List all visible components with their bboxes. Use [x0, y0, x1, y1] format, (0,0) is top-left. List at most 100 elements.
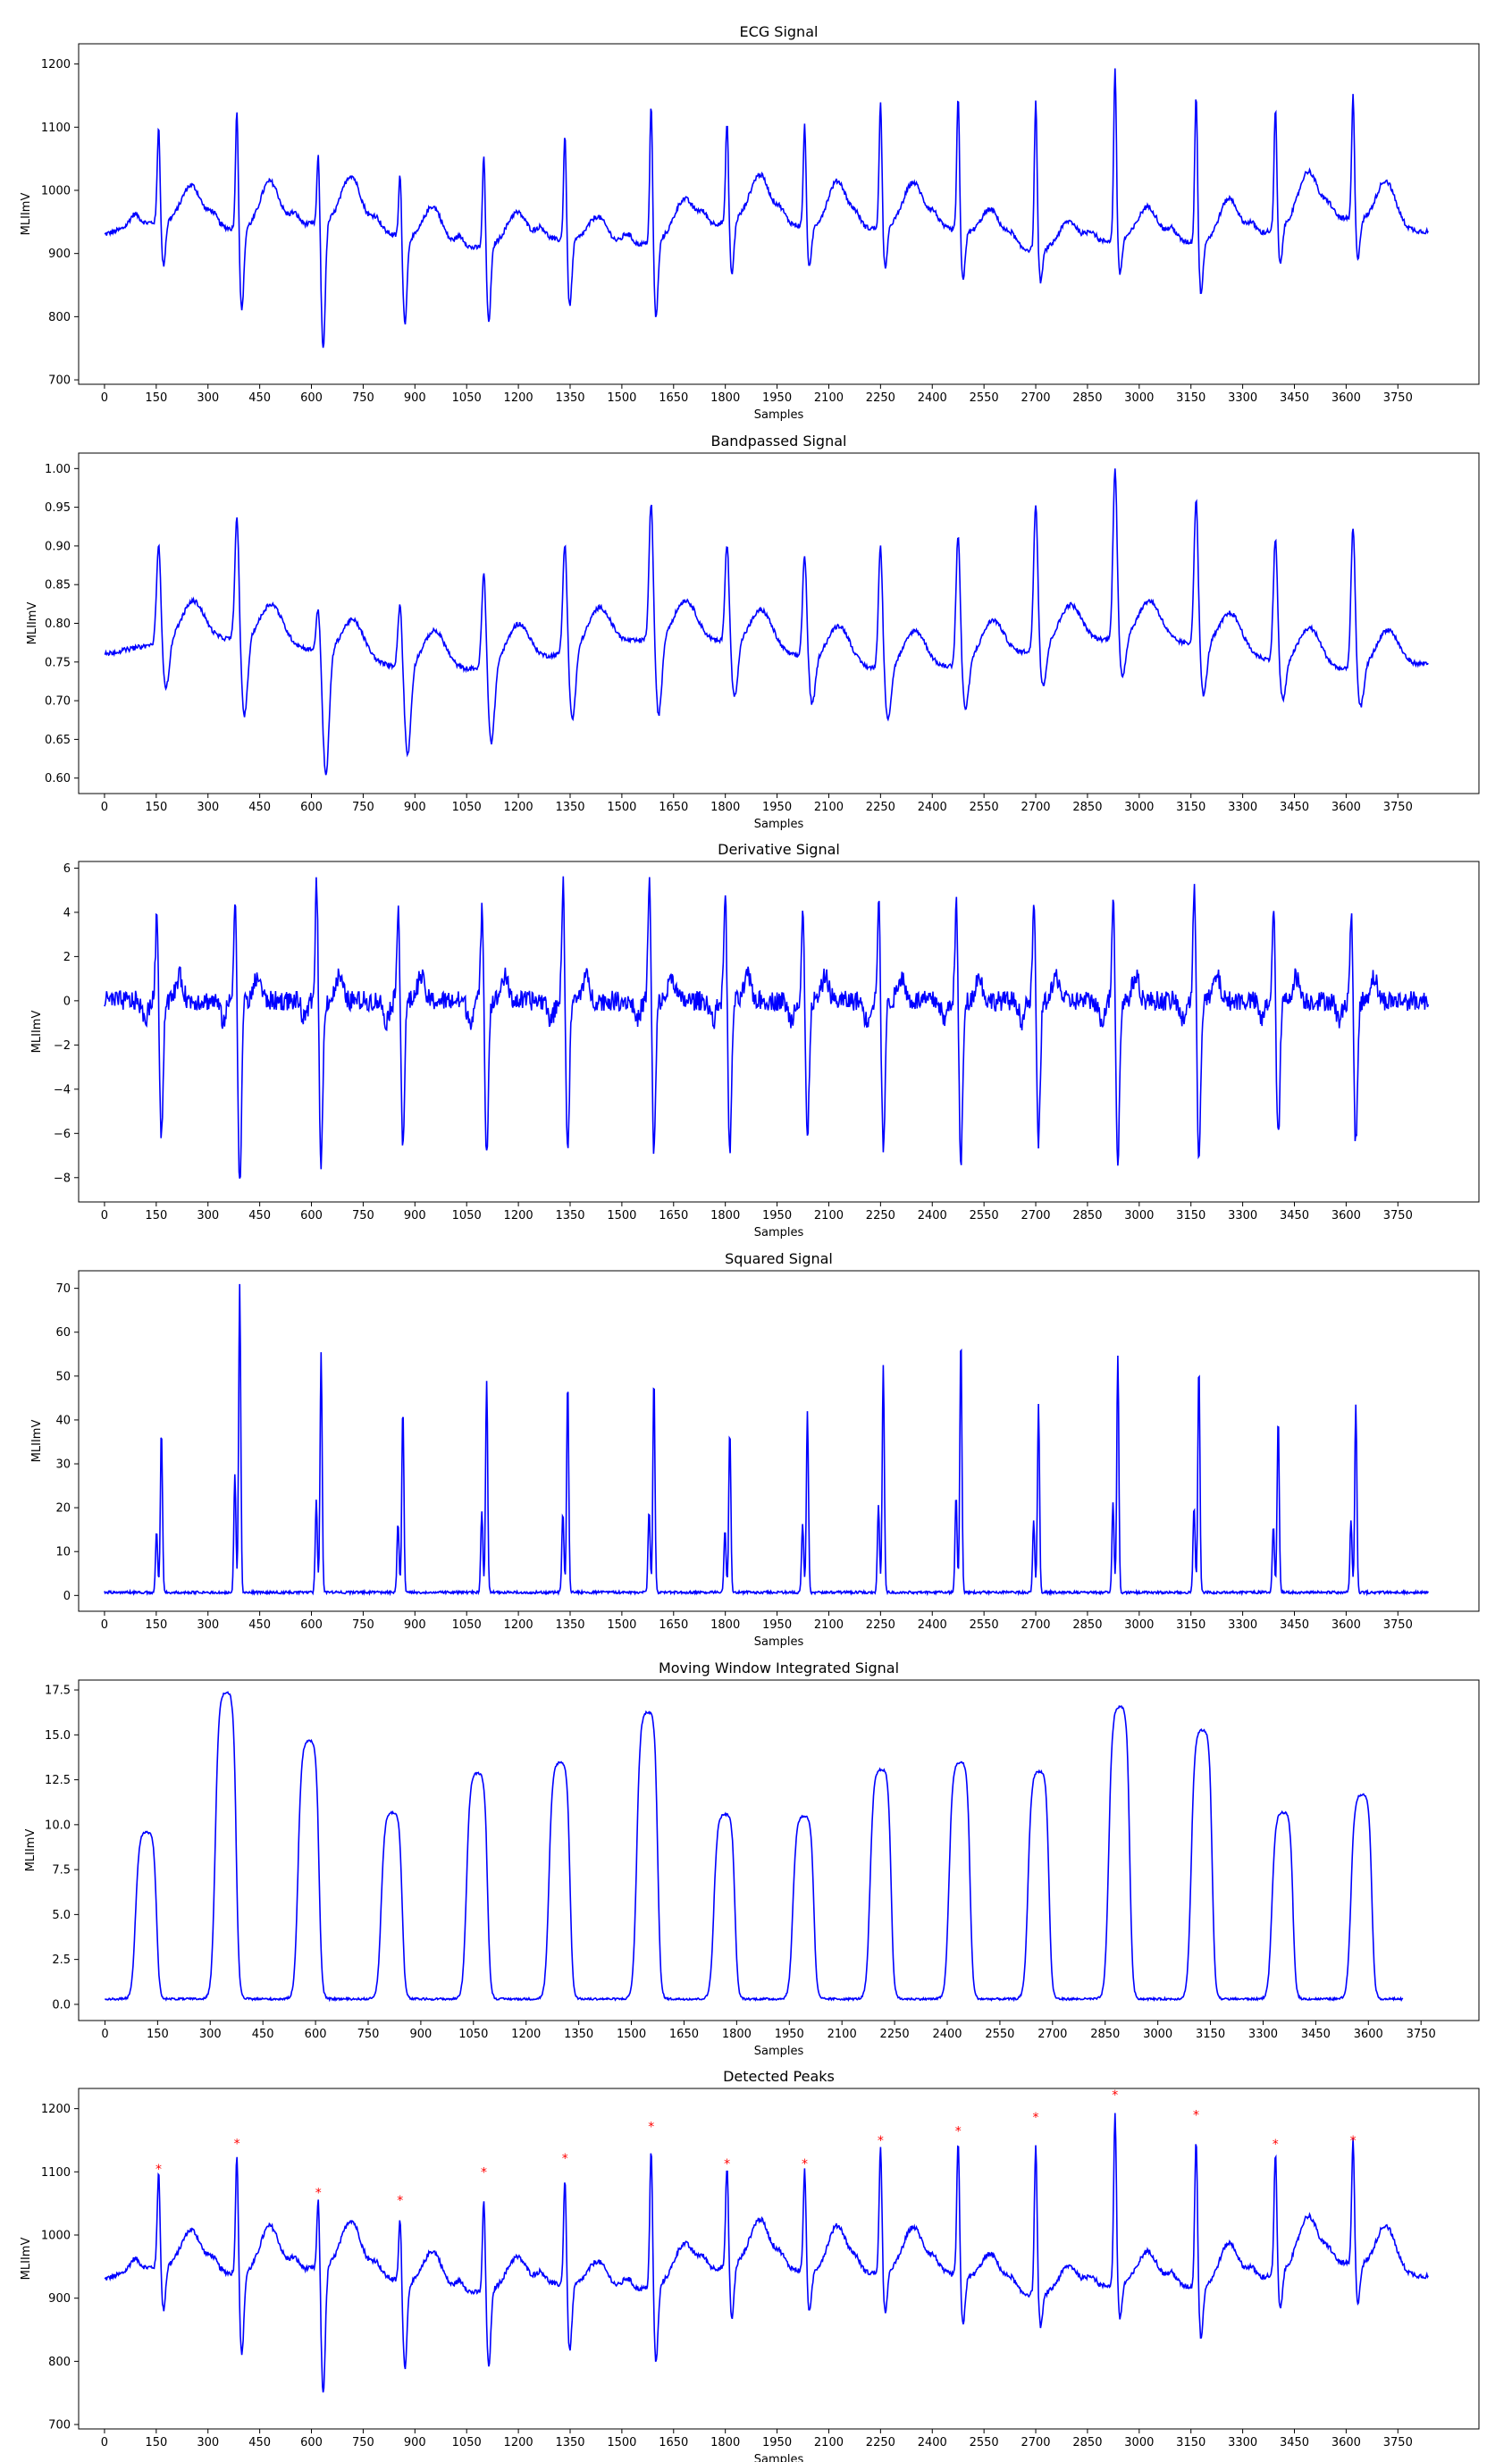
x-tick-label: 2850 — [1072, 1209, 1102, 1223]
x-tick-label: 1050 — [452, 1618, 482, 1632]
x-tick-label: 3750 — [1383, 801, 1413, 814]
y-tick-label: −4 — [54, 1083, 71, 1097]
x-tick-label: 2250 — [880, 2028, 910, 2041]
y-tick-label: 12.5 — [45, 1774, 71, 1787]
x-tick-label: 3150 — [1176, 1618, 1205, 1632]
x-tick-label: 1350 — [564, 2028, 593, 2041]
x-tick-label: 1050 — [458, 2028, 488, 2041]
x-axis-label: Samples — [754, 818, 804, 831]
x-tick-label: 600 — [300, 801, 323, 814]
peak-marker: * — [1273, 2138, 1279, 2152]
y-tick-label: 0.60 — [45, 772, 71, 786]
x-tick-label: 2100 — [814, 1209, 844, 1223]
x-tick-label: 300 — [197, 2436, 219, 2449]
y-tick-label: 700 — [48, 374, 71, 388]
peak-marker: * — [397, 2194, 403, 2208]
x-tick-label: 3300 — [1228, 2436, 1257, 2449]
x-tick-label: 3450 — [1301, 2028, 1331, 2041]
x-tick-label: 1650 — [659, 2436, 688, 2449]
x-tick-label: 1050 — [452, 801, 482, 814]
x-tick-label: 750 — [352, 391, 374, 405]
x-tick-label: 1200 — [511, 2028, 541, 2041]
x-tick-label: 150 — [145, 1618, 167, 1632]
x-tick-label: 750 — [352, 801, 374, 814]
y-tick-label: 40 — [55, 1414, 71, 1427]
x-tick-label: 600 — [300, 2436, 323, 2449]
panel-squared-signal: 0 150 300 450 600 750 900 1050 1200 1350 1500 1650 1… — [30, 1250, 1480, 1649]
panel-ecg-signal: 0 150 300 450 600 750 900 1050 1200 1350 1500 1650 1… — [20, 23, 1480, 422]
x-tick-label: 3750 — [1383, 1618, 1413, 1632]
x-tick-label: 0 — [101, 391, 108, 405]
panel-bandpassed-signal: 0 150 300 450 600 750 900 1050 1200 1350 1500 1650 1… — [26, 433, 1480, 831]
x-tick-label: 2250 — [866, 1209, 895, 1223]
x-tick-label: 1950 — [775, 2028, 804, 2041]
x-tick-label: 0 — [101, 2028, 108, 2041]
x-tick-label: 900 — [404, 2436, 426, 2449]
y-tick-label: 1200 — [41, 2103, 71, 2116]
y-tick-label: 30 — [55, 1458, 71, 1472]
x-tick-label: 1350 — [555, 801, 584, 814]
x-tick-label: 2400 — [918, 1209, 947, 1223]
y-tick-label: 17.5 — [45, 1685, 71, 1698]
x-axis-label: Samples — [754, 2453, 804, 2462]
y-tick-label: −6 — [54, 1128, 71, 1141]
y-tick-label: 0 — [63, 1590, 71, 1603]
x-tick-label: 1950 — [762, 1618, 792, 1632]
x-tick-label: 300 — [199, 2028, 222, 2041]
y-axis-label: MLIImV — [30, 1011, 44, 1054]
x-tick-label: 0 — [101, 2436, 108, 2449]
x-tick-label: 2700 — [1021, 1618, 1050, 1632]
y-tick-label: 4 — [63, 906, 71, 920]
peak-marker: * — [481, 2165, 487, 2180]
x-tick-label: 2400 — [918, 391, 947, 405]
x-tick-label: 150 — [145, 2436, 167, 2449]
series-line — [104, 468, 1429, 776]
x-tick-label: 1950 — [762, 391, 792, 405]
x-tick-label: 1350 — [555, 391, 584, 405]
x-tick-label: 450 — [248, 801, 271, 814]
x-tick-label: 1200 — [504, 1209, 533, 1223]
x-tick-label: 2100 — [827, 2028, 857, 2041]
y-tick-label: 70 — [55, 1282, 71, 1296]
x-tick-label: 3000 — [1124, 1209, 1154, 1223]
y-tick-label: 0.0 — [52, 1998, 71, 2012]
x-tick-label: 150 — [147, 2028, 169, 2041]
x-tick-label: 900 — [404, 391, 426, 405]
x-tick-label: 600 — [305, 2028, 327, 2041]
y-tick-label: 900 — [48, 2292, 71, 2306]
plot-area — [79, 2088, 1479, 2429]
x-tick-label: 3300 — [1248, 2028, 1278, 2041]
y-tick-label: 60 — [55, 1326, 71, 1340]
panel-detected-peaks: * * * * * * * * * * * * * * * * 0 150 300 450 600 750 900 1050 1… — [20, 2068, 1480, 2462]
x-tick-label: 1200 — [504, 1618, 533, 1632]
x-tick-label: 3000 — [1124, 801, 1154, 814]
x-axis-label: Samples — [754, 2045, 804, 2058]
x-tick-label: 450 — [248, 2436, 271, 2449]
x-tick-label: 2550 — [985, 2028, 1014, 2041]
x-tick-label: 300 — [197, 1209, 219, 1223]
chart-title: Detected Peaks — [723, 2068, 835, 2085]
x-tick-label: 1650 — [659, 801, 688, 814]
x-tick-label: 1800 — [710, 1618, 740, 1632]
x-tick-label: 3600 — [1331, 391, 1361, 405]
plot-area — [79, 44, 1479, 384]
x-tick-label: 3750 — [1383, 2436, 1413, 2449]
y-tick-label: 0.70 — [45, 695, 71, 709]
x-tick-label: 1350 — [555, 2436, 584, 2449]
y-tick-label: 20 — [55, 1502, 71, 1516]
peak-marker: * — [155, 2163, 162, 2177]
x-tick-label: 1050 — [452, 391, 482, 405]
y-axis-label: MLIImV — [20, 193, 33, 236]
x-tick-label: 3150 — [1176, 801, 1205, 814]
series-line — [104, 2113, 1429, 2393]
x-tick-label: 1950 — [762, 1209, 792, 1223]
x-tick-label: 1500 — [607, 801, 636, 814]
x-tick-label: 1500 — [607, 2436, 636, 2449]
y-tick-label: 0.80 — [45, 618, 71, 631]
x-tick-label: 750 — [357, 2028, 380, 2041]
x-tick-label: 2550 — [970, 2436, 999, 2449]
x-tick-label: 2400 — [932, 2028, 962, 2041]
y-tick-label: 0.90 — [45, 540, 71, 553]
y-tick-label: 700 — [48, 2419, 71, 2433]
x-tick-label: 3000 — [1124, 2436, 1154, 2449]
